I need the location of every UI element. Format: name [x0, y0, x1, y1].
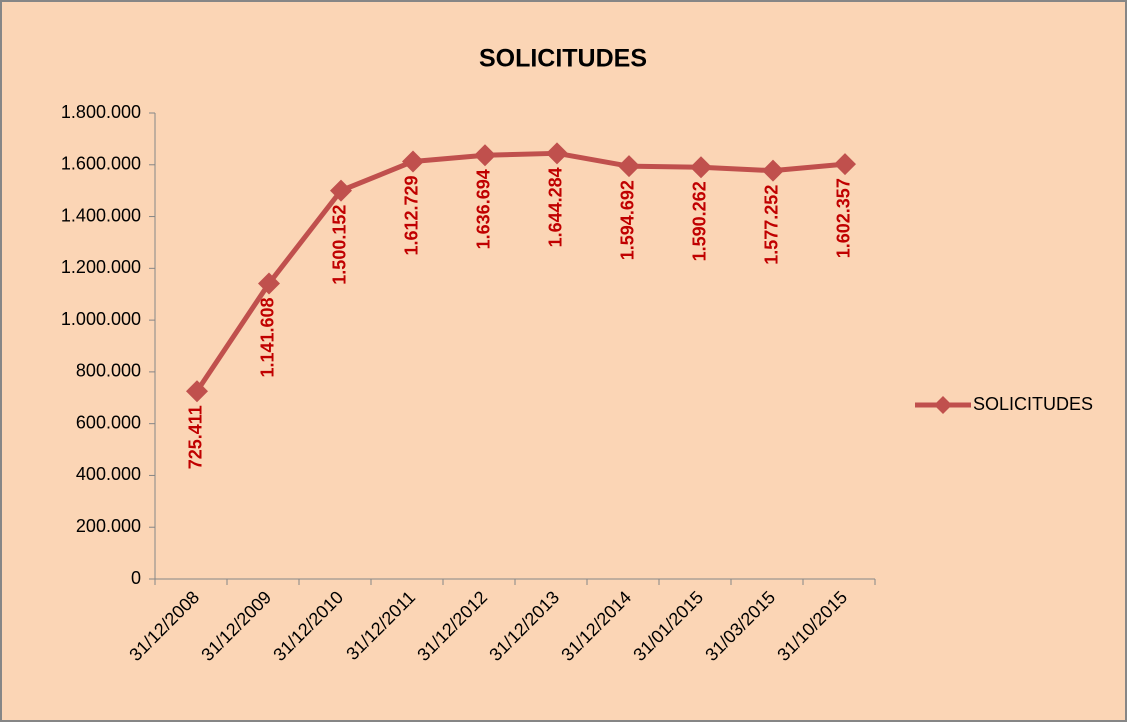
data-label: 1.594.692	[618, 180, 638, 260]
y-tick-label: 400.000	[76, 464, 141, 484]
data-label: 1.636.694	[474, 169, 494, 249]
y-tick-label: 1.000.000	[61, 309, 141, 329]
data-label: 1.612.729	[402, 175, 422, 255]
y-tick-label: 1.600.000	[61, 154, 141, 174]
data-label: 1.602.357	[834, 178, 854, 258]
marker	[546, 142, 568, 165]
data-label: 725.411	[186, 405, 206, 469]
marker	[402, 150, 424, 173]
data-label: 1.644.284	[546, 167, 566, 247]
marker	[258, 272, 280, 295]
legend-label: SOLICITUDES	[973, 394, 1093, 414]
y-tick-label: 1.200.000	[61, 257, 141, 277]
marker	[186, 380, 208, 403]
y-tick-label: 1.800.000	[61, 102, 141, 122]
marker	[690, 156, 712, 179]
marker	[762, 159, 784, 182]
data-label: 1.141.608	[258, 297, 278, 377]
y-tick-label: 0	[131, 568, 141, 588]
y-tick-label: 600.000	[76, 412, 141, 432]
legend-marker	[934, 396, 952, 414]
marker	[618, 155, 640, 178]
marker	[474, 144, 496, 167]
data-label: 1.500.152	[330, 205, 350, 285]
y-tick-label: 800.000	[76, 361, 141, 381]
chart-title: SOLICITUDES	[479, 45, 647, 73]
y-tick-label: 200.000	[76, 516, 141, 536]
marker	[834, 153, 856, 176]
marker	[330, 179, 352, 202]
series-line	[194, 150, 846, 393]
y-tick-label: 1.400.000	[61, 205, 141, 225]
data-label: 1.590.262	[690, 181, 710, 261]
data-label: 1.577.252	[762, 185, 782, 265]
